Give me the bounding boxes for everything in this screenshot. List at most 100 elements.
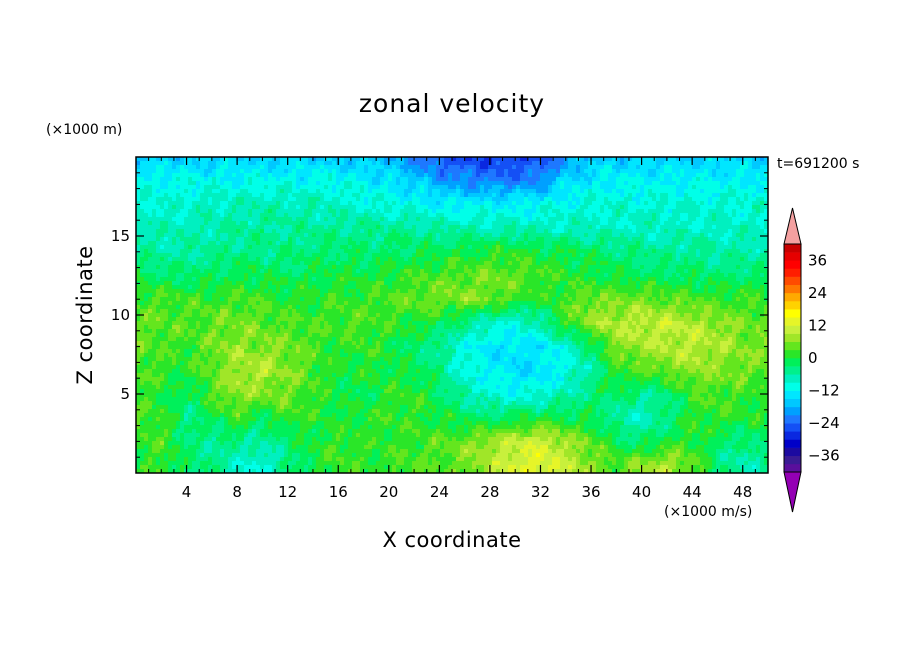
field-cell [340,217,345,222]
field-cell [236,173,241,178]
field-cell [280,157,285,162]
field-cell [312,241,317,246]
field-cell [728,277,733,282]
field-cell [244,189,249,194]
field-cell [400,189,405,194]
field-cell [216,225,221,230]
field-cell [172,217,177,222]
field-cell [596,229,601,234]
field-cell [216,197,221,202]
field-cell [280,245,285,250]
field-cell [696,269,701,274]
field-cell [312,229,317,234]
field-cell [436,277,441,282]
field-cell [192,217,197,222]
field-cell [544,233,549,238]
field-cell [220,225,225,230]
field-cell [636,185,641,190]
field-cell [220,201,225,206]
field-cell [460,161,465,166]
field-cell [648,161,653,166]
field-cell [188,237,193,242]
field-cell [492,173,497,178]
field-cell [332,157,337,162]
field-cell [660,189,665,194]
field-cell [640,161,645,166]
field-cell [264,241,269,246]
field-cell [644,261,649,266]
field-cell [748,173,753,178]
field-cell [716,209,721,214]
field-cell [380,241,385,246]
field-cell [188,257,193,262]
field-cell [652,197,657,202]
field-cell [340,281,345,286]
field-cell [332,277,337,282]
field-cell [580,221,585,226]
field-cell [320,189,325,194]
field-cell [344,281,349,286]
field-cell [152,201,157,206]
field-cell [220,169,225,174]
field-cell [248,197,253,202]
field-cell [292,209,297,214]
field-cell [220,265,225,270]
field-cell [336,257,341,262]
field-cell [560,161,565,166]
field-cell [472,189,477,194]
field-cell [736,261,741,266]
field-cell [440,169,445,174]
field-cell [276,157,281,162]
field-cell [520,161,525,166]
field-cell [288,277,293,282]
field-cell [724,233,729,238]
field-cell [488,213,493,218]
field-cell [704,265,709,270]
field-cell [520,257,525,262]
field-cell [576,233,581,238]
field-cell [408,189,413,194]
field-cell [168,177,173,182]
field-cell [728,177,733,182]
field-cell [556,161,561,166]
field-cell [268,201,273,206]
field-cell [536,241,541,246]
field-cell [672,165,677,170]
field-cell [300,181,305,186]
field-cell [168,197,173,202]
field-cell [696,233,701,238]
field-cell [556,177,561,182]
field-cell [316,221,321,226]
field-cell [460,209,465,214]
field-cell [148,157,153,162]
field-cell [664,209,669,214]
field-cell [160,173,165,178]
field-cell [752,233,757,238]
field-cell [316,157,321,162]
field-cell [420,241,425,246]
field-cell [608,257,613,262]
field-cell [648,157,653,162]
field-cell [504,265,509,270]
field-cell [628,217,633,222]
field-cell [684,205,689,210]
field-cell [688,161,693,166]
field-cell [264,245,269,250]
field-cell [364,165,369,170]
field-cell [744,261,749,266]
field-cell [616,253,621,258]
field-cell [712,185,717,190]
field-cell [468,201,473,206]
field-cell [672,217,677,222]
field-cell [152,217,157,222]
field-cell [452,189,457,194]
field-cell [364,173,369,178]
field-cell [300,205,305,210]
field-cell [300,193,305,198]
field-cell [448,209,453,214]
field-cell [752,205,757,210]
field-cell [608,197,613,202]
field-cell [296,157,301,162]
field-cell [548,229,553,234]
field-cell [588,277,593,282]
